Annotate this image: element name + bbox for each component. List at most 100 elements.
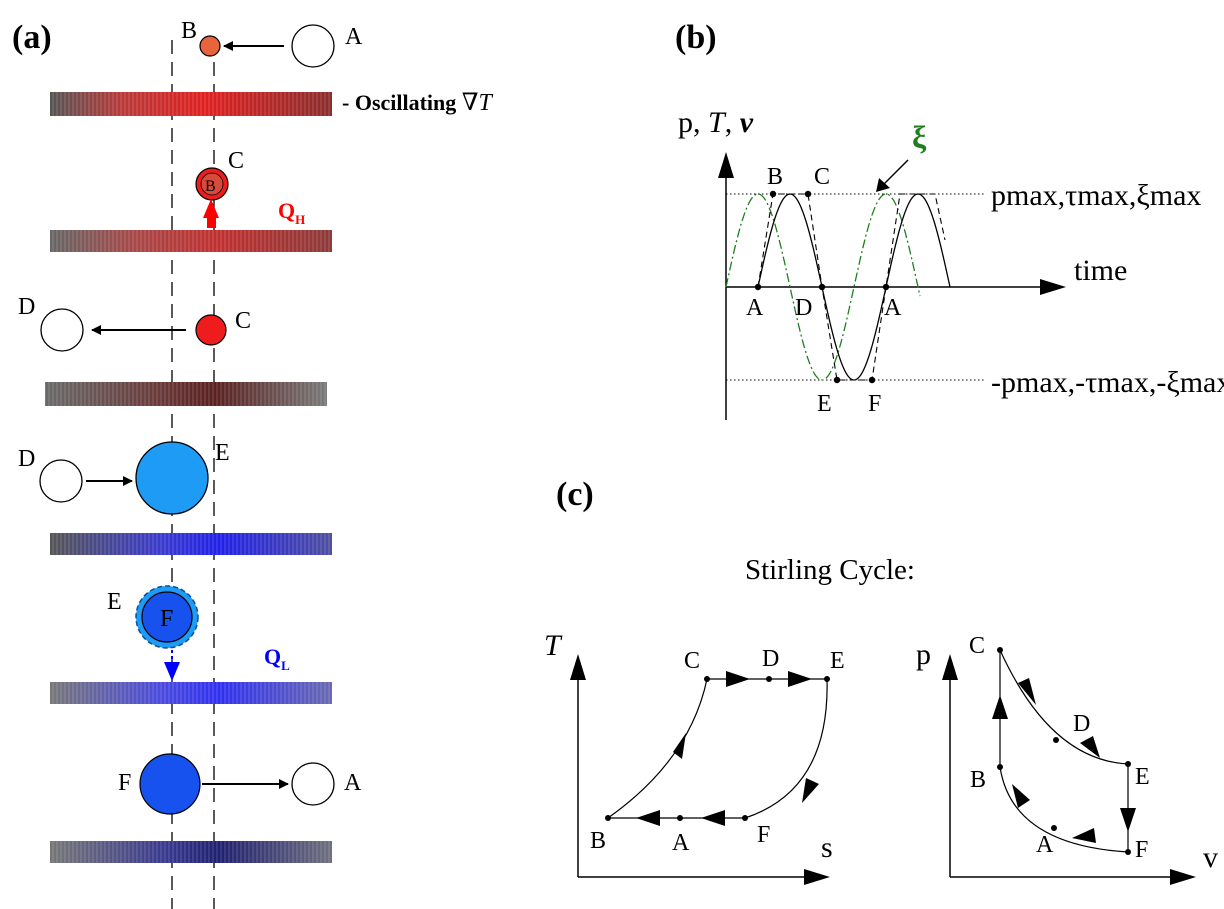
- pv-arrow-cd: [1018, 678, 1036, 705]
- particle-d-2: [39, 459, 83, 503]
- pv-label-e: E: [1135, 764, 1150, 790]
- b-point-a1: [754, 283, 762, 291]
- pv-label-b: B: [970, 767, 986, 793]
- pv-x-label: v: [1203, 841, 1218, 874]
- pv-curve-ce: [999, 649, 1129, 765]
- particle-f-inner: [141, 591, 193, 643]
- row1-left-label: B: [181, 18, 197, 44]
- b-stirling-dashed: [757, 193, 946, 381]
- row3-right-label: C: [235, 308, 251, 334]
- pv-point-d: [1053, 737, 1059, 743]
- ts-arrow-de: [788, 671, 812, 687]
- b-label-a2: A: [884, 295, 902, 321]
- b-label-f: F: [868, 391, 881, 417]
- b-xi-pointer-head: [876, 178, 890, 192]
- b-point-c: [804, 190, 812, 198]
- particle-a-2: [291, 762, 335, 806]
- ts-arrow-fa: [701, 810, 725, 826]
- ts-label-a: A: [672, 830, 690, 856]
- ts-arrow-ef: [802, 778, 819, 803]
- b-point-d: [818, 283, 826, 291]
- b-label-d: D: [795, 295, 812, 321]
- pv-arrow-ef: [1120, 808, 1136, 832]
- qh-arrow-stem: [207, 216, 216, 228]
- particle-b-small: [199, 35, 221, 57]
- particle-d: [40, 308, 84, 352]
- b-point-f: [868, 376, 876, 384]
- c-title: Stirling Cycle:: [745, 554, 915, 586]
- pv-diagram: p v C D E B A F: [916, 633, 1218, 885]
- ts-curve-ef: [744, 678, 828, 819]
- row1-right-label: A: [345, 24, 363, 50]
- b-xi-pointer: [881, 159, 909, 187]
- ts-curve-bc: [607, 678, 708, 819]
- ts-point-f: [742, 815, 748, 821]
- panel-a: (a) B A - Oscillating ∇T B C QH D C: [12, 18, 494, 909]
- pv-arrow-bc: [992, 695, 1008, 719]
- row2-right-label: C: [228, 148, 244, 174]
- pv-arrow-fa: [1072, 828, 1096, 843]
- ts-y-label: T: [544, 629, 563, 662]
- b-label-b: B: [767, 164, 783, 190]
- b-xi-label: ξ: [912, 119, 927, 155]
- panel-b-label: (b): [675, 19, 717, 56]
- ts-point-c: [704, 676, 710, 682]
- ts-x-arrow: [804, 869, 830, 885]
- row4-left-label: D: [18, 446, 35, 472]
- particle-b-inner: [200, 172, 224, 196]
- ts-x-label: s: [821, 831, 833, 864]
- particle-e: [135, 441, 209, 515]
- qh-label: QH: [278, 198, 305, 227]
- ts-point-e: [824, 676, 830, 682]
- pv-x-arrow: [1170, 869, 1196, 885]
- b-label-a1: A: [746, 295, 764, 321]
- ts-point-d: [766, 676, 772, 682]
- row5-left-label: E: [107, 589, 122, 615]
- pv-point-c: [997, 647, 1003, 653]
- particle-f: [139, 753, 201, 815]
- particle-a-large: [291, 24, 335, 68]
- ts-arrow-bc: [673, 733, 686, 759]
- pv-y-arrow: [942, 654, 958, 680]
- pv-label-a: A: [1036, 832, 1054, 858]
- pv-arrow-de: [1080, 736, 1100, 758]
- panel-c: (c) Stirling Cycle: T s: [544, 476, 1218, 885]
- qh-arrow-head: [203, 199, 219, 218]
- ts-label-d: D: [762, 646, 779, 672]
- ql-arrow-head: [164, 662, 180, 681]
- panel-b: (b) A B C D E F A p, T, v ξ time: [675, 19, 1224, 420]
- row2-inner-label: B: [205, 178, 216, 195]
- pv-label-f: F: [1135, 837, 1148, 863]
- oscillating-text: - Oscillating ∇T: [342, 90, 494, 116]
- ts-point-a: [677, 815, 683, 821]
- pv-curve-fb: [999, 766, 1129, 853]
- pv-point-b: [997, 764, 1003, 770]
- b-y-arrow: [718, 152, 734, 178]
- pv-point-e: [1125, 761, 1131, 767]
- ts-y-arrow: [570, 654, 586, 680]
- pv-label-d: D: [1073, 711, 1090, 737]
- row6-right-label: A: [344, 770, 362, 796]
- b-min-label: -pmax,-τmax,-ξmax: [991, 366, 1224, 399]
- ts-arrow-cd: [726, 671, 750, 687]
- pv-arrow-ab: [1012, 784, 1030, 808]
- b-point-e: [833, 376, 841, 384]
- pv-y-label: p: [916, 638, 931, 671]
- row4-right-label: E: [215, 440, 230, 466]
- pv-label-c: C: [969, 633, 985, 659]
- b-point-a2: [882, 283, 890, 291]
- ql-label: QL: [264, 644, 290, 673]
- b-x-label: time: [1074, 254, 1127, 287]
- row6-left-label: F: [118, 770, 131, 796]
- ts-label-e: E: [830, 648, 845, 674]
- ts-diagram: T s B A F C D E: [544, 629, 845, 885]
- ts-arrow-ab: [636, 810, 660, 826]
- b-label-e: E: [817, 391, 832, 417]
- row5-inner-label: F: [160, 606, 173, 632]
- particle-c-red: [195, 314, 227, 346]
- pv-point-a: [1051, 825, 1057, 831]
- b-label-c: C: [814, 164, 830, 190]
- row3-left-label: D: [18, 294, 35, 320]
- ts-label-b: B: [590, 828, 606, 854]
